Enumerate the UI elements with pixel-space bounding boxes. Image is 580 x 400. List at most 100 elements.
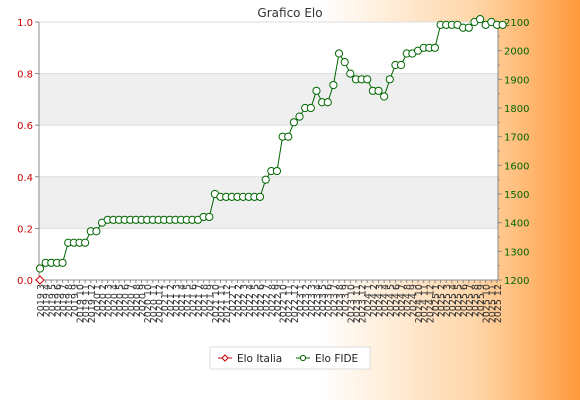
data-point [464, 23, 473, 32]
x-tick-label: 2021 4 [177, 284, 188, 317]
x-tick-label: 2020 12 [154, 284, 165, 323]
right-tick-label: 1900 [504, 75, 529, 86]
x-tick-label: 2025 8 [470, 284, 481, 317]
x-tick-label: 2020 8 [132, 284, 143, 317]
x-tick-label: 2020 6 [121, 284, 132, 317]
left-tick-label: 1.0 [17, 18, 33, 29]
data-point [380, 92, 389, 101]
data-point [205, 212, 214, 222]
x-tick-label: 2020 11 [149, 284, 160, 323]
x-tick-label: 2023 9 [341, 284, 352, 317]
left-tick-label: 0.0 [17, 276, 33, 287]
x-tick-label: 2020 3 [104, 284, 115, 317]
x-tick-label: 2019 11 [81, 284, 92, 323]
right-tick-label: 1700 [504, 133, 529, 144]
data-point [329, 80, 338, 90]
data-point [340, 58, 349, 67]
x-tick-label: 2020 1 [92, 284, 103, 317]
x-tick-label: 2025 10 [482, 284, 493, 323]
x-tick-label: 2024 10 [414, 284, 425, 323]
x-tick-label: 2024 2 [369, 284, 380, 317]
x-tick-label: 2022 9 [273, 284, 284, 317]
x-tick-label: 2023 2 [301, 284, 312, 317]
right-tick-label: 1600 [504, 161, 529, 172]
grid-band [39, 73, 498, 126]
x-tick-label: 2025 7 [465, 284, 476, 317]
x-tick-label: 2022 8 [267, 284, 278, 317]
right-tick-label: 2000 [504, 47, 529, 58]
x-tick-label: 2025 1 [431, 284, 442, 317]
right-tick-label: 1400 [504, 219, 529, 230]
x-tick-label: 2022 4 [245, 284, 256, 317]
x-tick-label: 2021 5 [183, 284, 194, 317]
data-point [374, 86, 383, 95]
x-tick-label: 2022 6 [256, 284, 267, 317]
data-point [289, 118, 298, 127]
x-tick-label: 2024 9 [408, 284, 419, 317]
x-tick-label: 2025 11 [487, 284, 498, 323]
legend-box [209, 346, 371, 370]
right-tick-label: 1300 [504, 247, 529, 258]
left-tick-label: 0.6 [17, 121, 33, 132]
data-point [81, 238, 90, 247]
x-tick-label: 2021 7 [194, 284, 205, 317]
x-tick-label: 2023 5 [318, 284, 329, 317]
x-tick-label: 2023 12 [358, 284, 369, 323]
x-tick-label: 2023 6 [324, 284, 335, 317]
x-tick-label: 2025 5 [454, 284, 465, 317]
x-tick-label: 2020 7 [126, 284, 137, 317]
series-layer [35, 15, 507, 285]
x-tick-label: 2019 7 [59, 284, 70, 317]
x-tick-label: 2024 12 [425, 284, 436, 323]
x-tick-label: 2020 5 [115, 284, 126, 317]
data-point [396, 60, 406, 70]
x-tick-label: 2024 4 [380, 284, 391, 317]
x-tick-label: 2019 5 [47, 284, 58, 317]
grid [39, 21, 498, 281]
x-tick-label: 2024 6 [391, 284, 402, 317]
x-tick-label: 2019 4 [42, 284, 53, 317]
x-tick-label: 2022 10 [279, 284, 290, 323]
chart-title: Grafico Elo [257, 6, 322, 20]
x-tick-label: 2021 12 [222, 284, 233, 323]
x-tick-label: 2021 1 [160, 284, 171, 317]
x-tick-label: 2021 3 [171, 284, 182, 317]
x-tick-label: 2024 7 [397, 284, 408, 317]
x-tick-label: 2024 11 [420, 284, 431, 323]
x-tick-label: 2025 2 [437, 284, 448, 317]
x-tick-label: 2025 12 [493, 284, 504, 323]
data-point [284, 132, 293, 141]
x-tick-label: 2019 8 [64, 284, 75, 317]
x-tick-label: 2023 7 [329, 284, 340, 317]
right-tick-label: 2100 [504, 18, 529, 29]
x-tick-label: 2021 10 [211, 284, 222, 323]
data-point [323, 98, 332, 107]
x-tick-label: 2020 2 [98, 284, 109, 317]
x-tick-label: 2024 8 [403, 284, 414, 317]
x-tick-label: 2025 6 [459, 284, 470, 317]
x-tick-label: 2022 7 [262, 284, 273, 317]
x-tick-label: 2024 1 [363, 284, 374, 317]
right-tick-label: 1800 [504, 104, 529, 115]
x-tick-label: 2020 9 [138, 284, 149, 317]
x-tick-label: 2021 11 [217, 284, 228, 323]
left-tick-label: 0.4 [17, 173, 33, 184]
x-tick-label: 2022 12 [290, 284, 301, 323]
axes: 0.0 0.2 0.4 0.6 0.8 1.0 1200 1300 1400 1500 1600 17… [17, 18, 529, 323]
x-tick-label: 2023 4 [312, 284, 323, 317]
x-tick-label: 2022 2 [233, 284, 244, 317]
data-point [92, 227, 101, 236]
plot-area [39, 22, 498, 280]
x-tick-label: 2019 6 [53, 284, 64, 317]
left-tick-label: 0.8 [17, 70, 33, 81]
x-tick-label: 2022 1 [228, 284, 239, 317]
x-tick-label: 2021 6 [188, 284, 199, 317]
data-point [363, 75, 372, 84]
x-tick-label: 2022 11 [284, 284, 295, 323]
x-tick-label: 2019 10 [75, 284, 86, 323]
x-tick-label: 2025 3 [442, 284, 453, 317]
data-point [498, 20, 507, 29]
x-tick-label: 2023 8 [335, 284, 346, 317]
right-tick-label: 1500 [504, 190, 529, 201]
